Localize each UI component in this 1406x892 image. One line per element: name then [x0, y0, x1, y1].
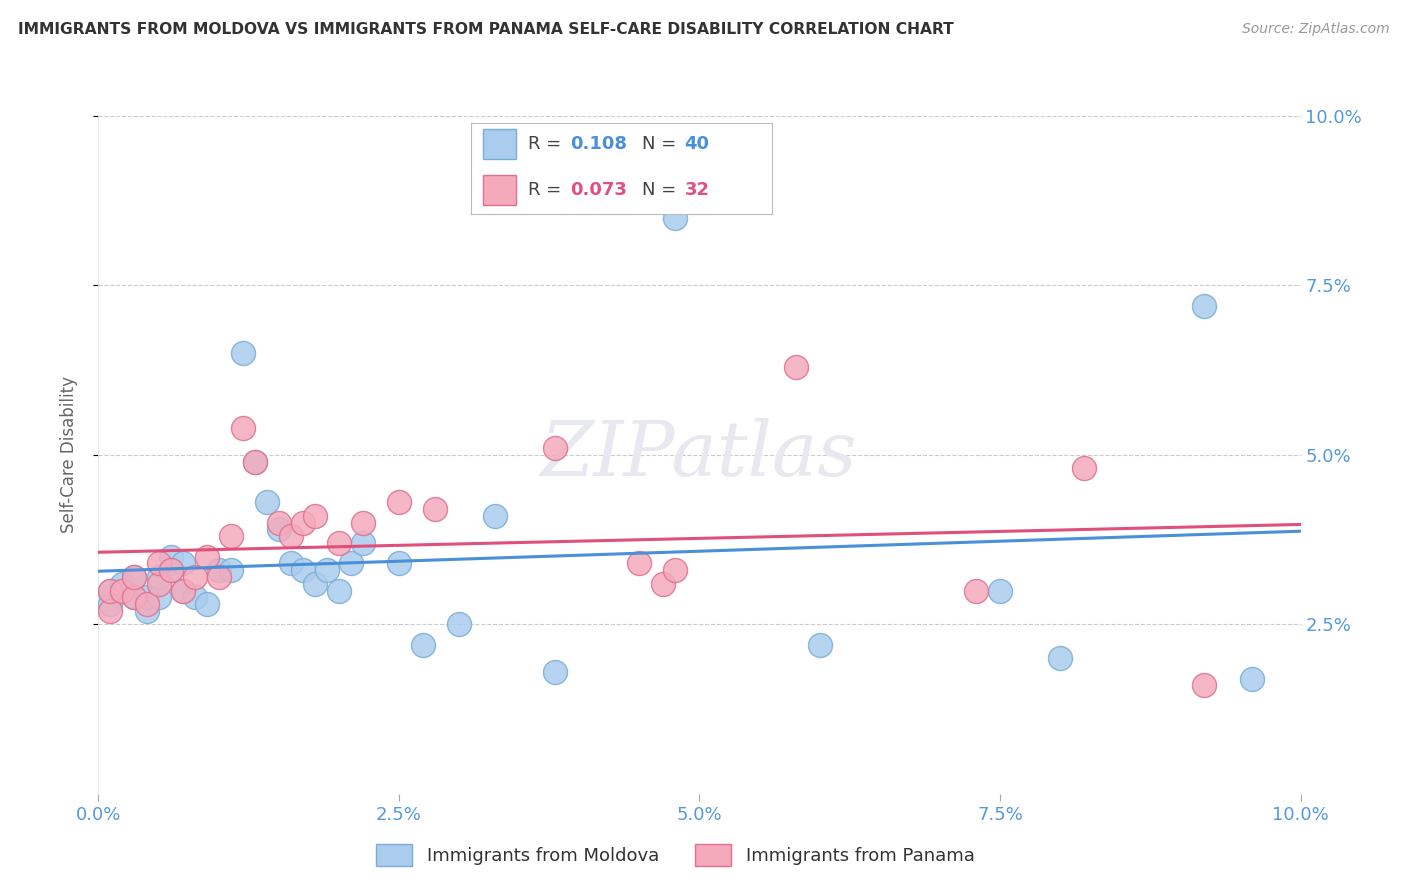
Point [328, 536, 350, 550]
Point [280, 529, 302, 543]
Point [484, 508, 506, 523]
Point [219, 529, 242, 543]
Point [544, 665, 567, 679]
Point [965, 583, 987, 598]
Point [183, 570, 205, 584]
Point [1194, 299, 1216, 313]
Point [124, 570, 146, 584]
Point [808, 638, 831, 652]
Point [1194, 678, 1216, 692]
Point [412, 638, 434, 652]
Text: IMMIGRANTS FROM MOLDOVA VS IMMIGRANTS FROM PANAMA SELF-CARE DISABILITY CORRELATI: IMMIGRANTS FROM MOLDOVA VS IMMIGRANTS FR… [18, 22, 955, 37]
Point [628, 557, 651, 571]
Legend: Immigrants from Moldova, Immigrants from Panama: Immigrants from Moldova, Immigrants from… [368, 837, 981, 873]
Point [232, 346, 254, 360]
Point [100, 583, 122, 598]
Point [100, 604, 122, 618]
Point [340, 557, 363, 571]
Point [159, 549, 181, 564]
Point [172, 557, 194, 571]
Point [243, 455, 266, 469]
Point [219, 563, 242, 577]
Point [291, 563, 314, 577]
Point [159, 563, 181, 577]
Point [208, 563, 231, 577]
Point [267, 523, 290, 537]
Point [1241, 672, 1264, 686]
Point [208, 570, 231, 584]
Text: Source: ZipAtlas.com: Source: ZipAtlas.com [1241, 22, 1389, 37]
Point [148, 570, 170, 584]
Point [388, 557, 411, 571]
Point [148, 557, 170, 571]
Point [664, 563, 686, 577]
Point [315, 563, 337, 577]
Point [328, 583, 350, 598]
Point [195, 549, 218, 564]
Point [232, 421, 254, 435]
Point [172, 583, 194, 598]
Point [785, 359, 807, 374]
Point [544, 441, 567, 455]
Point [1049, 651, 1071, 665]
Point [352, 536, 374, 550]
Point [423, 502, 446, 516]
Point [1073, 461, 1095, 475]
Point [447, 617, 470, 632]
Point [304, 508, 326, 523]
Point [159, 563, 181, 577]
Point [148, 576, 170, 591]
Point [988, 583, 1011, 598]
Point [256, 495, 278, 509]
Point [243, 455, 266, 469]
Point [135, 597, 157, 611]
Point [280, 557, 302, 571]
Point [267, 516, 290, 530]
Point [172, 583, 194, 598]
Point [111, 583, 134, 598]
Point [183, 591, 205, 605]
Point [111, 583, 134, 598]
Point [664, 211, 686, 225]
Point [111, 576, 134, 591]
Point [124, 570, 146, 584]
Point [135, 591, 157, 605]
Text: ZIPatlas: ZIPatlas [541, 418, 858, 491]
Point [291, 516, 314, 530]
Point [304, 576, 326, 591]
Y-axis label: Self-Care Disability: Self-Care Disability [59, 376, 77, 533]
Point [352, 516, 374, 530]
Point [652, 576, 675, 591]
Point [100, 597, 122, 611]
Point [195, 597, 218, 611]
Point [100, 583, 122, 598]
Point [124, 591, 146, 605]
Point [124, 591, 146, 605]
Point [148, 591, 170, 605]
Point [135, 604, 157, 618]
Point [388, 495, 411, 509]
